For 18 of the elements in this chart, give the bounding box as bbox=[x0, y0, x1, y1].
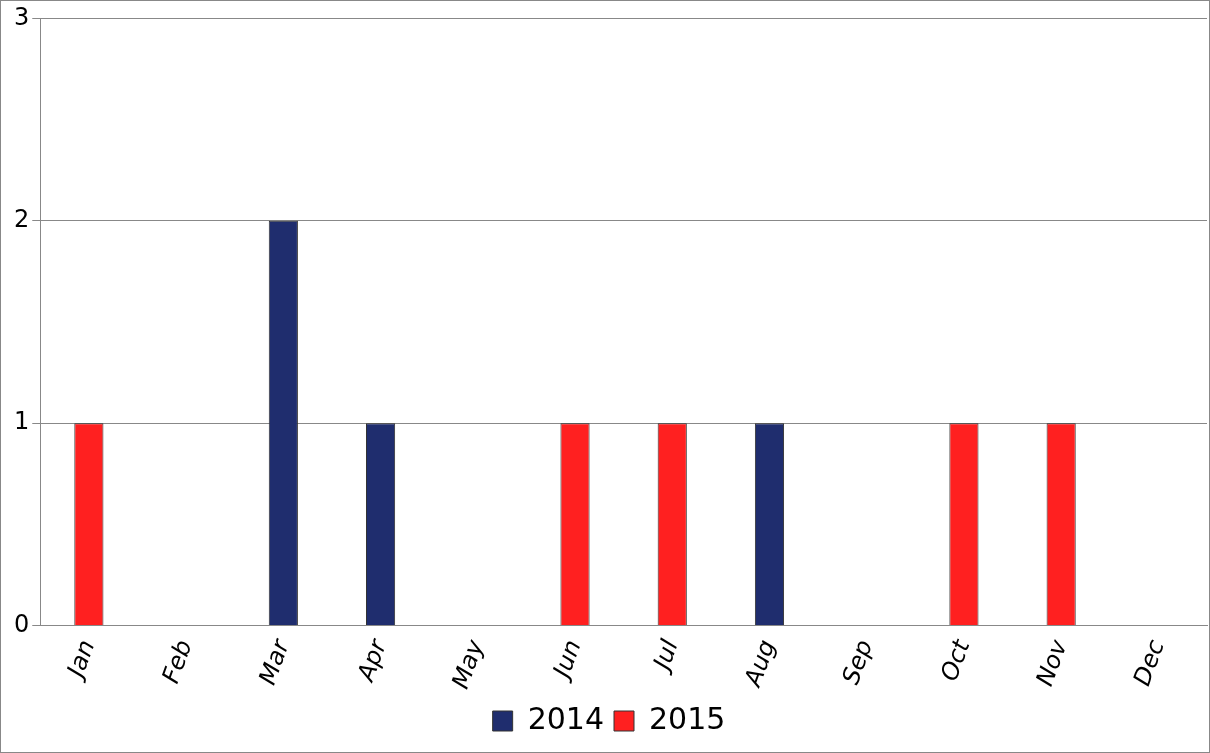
y-tick-label: 0 bbox=[13, 609, 30, 638]
x-tick-label: Mar bbox=[253, 634, 296, 689]
x-tick-label: Feb bbox=[156, 636, 198, 687]
x-tick-label: Nov bbox=[1030, 635, 1073, 690]
x-tick-label: Jul bbox=[646, 635, 684, 677]
x-tick-label: Aug bbox=[737, 636, 781, 692]
x-tick-label: Apr bbox=[350, 634, 393, 687]
x-tick-label: Jan bbox=[60, 636, 101, 685]
x-tick-label: Jun bbox=[546, 636, 587, 685]
x-tick-label: Sep bbox=[836, 636, 879, 689]
x-tick-label: Oct bbox=[934, 634, 976, 685]
y-tick-label: 2 bbox=[13, 205, 30, 234]
y-tick-label: 1 bbox=[13, 407, 30, 436]
legend-label: 2014 bbox=[527, 700, 605, 736]
y-tick-label: 3 bbox=[13, 2, 30, 31]
x-tick-label: Dec bbox=[1127, 636, 1170, 690]
x-tick-label: May bbox=[446, 635, 490, 693]
legend-label: 2015 bbox=[649, 700, 726, 736]
